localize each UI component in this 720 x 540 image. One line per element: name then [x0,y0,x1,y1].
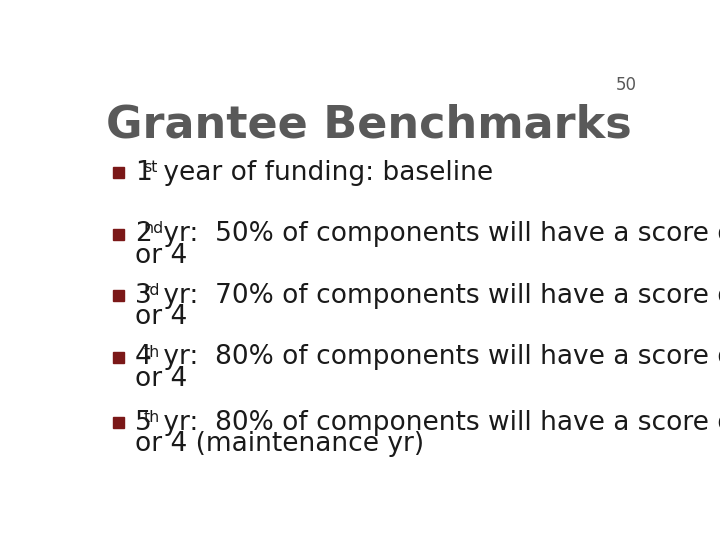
Text: year of funding: baseline: year of funding: baseline [155,160,493,186]
Text: or 4: or 4 [135,366,187,392]
Text: yr:  50% of components will have a score of 3: yr: 50% of components will have a score … [155,221,720,247]
Bar [113,352,124,363]
Text: or 4: or 4 [135,243,187,269]
Text: or 4 (maintenance yr): or 4 (maintenance yr) [135,431,424,457]
Text: th: th [143,410,160,425]
Bar [113,291,124,301]
Text: 2: 2 [135,221,152,247]
Text: rd: rd [143,283,160,298]
Bar [113,417,124,428]
Text: 1: 1 [135,160,152,186]
Text: 4: 4 [135,345,152,370]
Bar [113,167,124,178]
Text: 50: 50 [616,76,636,94]
Text: th: th [143,345,160,360]
Text: Grantee Benchmarks: Grantee Benchmarks [106,103,632,146]
Text: yr:  80% of components will have a score of 3: yr: 80% of components will have a score … [155,345,720,370]
Text: st: st [143,160,158,175]
Text: yr:  80% of components will have a score of 3: yr: 80% of components will have a score … [155,410,720,436]
Text: nd: nd [143,221,163,237]
Text: or 4: or 4 [135,305,187,330]
Text: 3: 3 [135,283,152,309]
Text: 5: 5 [135,410,152,436]
Bar [113,229,124,240]
Text: yr:  70% of components will have a score of 3: yr: 70% of components will have a score … [155,283,720,309]
